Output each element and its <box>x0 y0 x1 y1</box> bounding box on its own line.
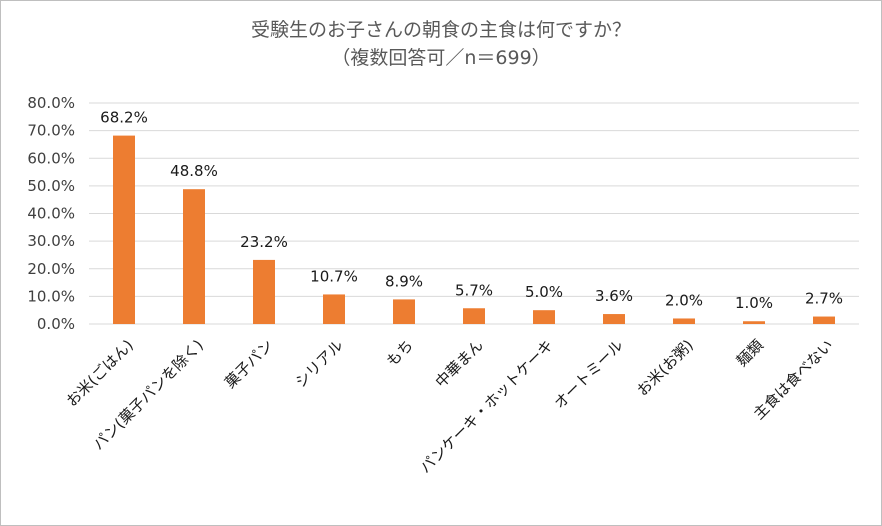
x-category-label: シリアル <box>292 336 347 391</box>
y-tick-label: 80.0% <box>27 94 75 112</box>
data-label: 10.7% <box>310 267 358 285</box>
x-category-label: パンケーキ・ホットケーキ <box>416 336 557 477</box>
data-label: 3.6% <box>595 287 633 305</box>
bar <box>253 259 275 324</box>
bar <box>183 189 205 324</box>
x-category-label: 中華まん <box>432 336 487 391</box>
y-tick-label: 30.0% <box>27 232 75 250</box>
data-label: 68.2% <box>100 109 148 127</box>
data-label: 48.8% <box>170 162 218 180</box>
data-label: 5.0% <box>525 283 563 301</box>
data-label: 2.7% <box>805 290 843 308</box>
data-label: 5.7% <box>455 281 493 299</box>
data-label: 23.2% <box>240 233 288 251</box>
bar <box>743 321 765 324</box>
y-tick-label: 60.0% <box>27 149 75 167</box>
x-category-label: もち <box>383 336 417 370</box>
chart-title: 受験生のお子さんの朝食の主食は何ですか？ <box>250 19 631 41</box>
y-tick-label: 40.0% <box>27 205 75 223</box>
y-tick-label: 10.0% <box>27 287 75 305</box>
bar <box>113 135 135 324</box>
data-label: 2.0% <box>665 291 703 309</box>
x-category-label: 菓子パン <box>221 336 277 392</box>
data-label: 8.9% <box>385 272 423 290</box>
bar <box>813 316 835 324</box>
y-tick-label: 50.0% <box>27 177 75 195</box>
bar <box>673 318 695 324</box>
x-category-label: オートミール <box>550 336 626 412</box>
y-tick-label: 70.0% <box>27 122 75 140</box>
x-category-label: お米(ごはん) <box>63 336 137 410</box>
bar <box>393 299 415 324</box>
bar <box>323 294 345 324</box>
bar <box>603 314 625 324</box>
chart-subtitle: （複数回答可／n＝699） <box>331 47 551 69</box>
y-tick-label: 0.0% <box>37 315 75 333</box>
bar <box>463 308 485 324</box>
x-category-label: お米(お粥) <box>633 336 696 399</box>
x-category-label: 麺類 <box>733 336 767 370</box>
bar <box>533 310 555 324</box>
y-tick-label: 20.0% <box>27 260 75 278</box>
data-label: 1.0% <box>735 294 773 312</box>
